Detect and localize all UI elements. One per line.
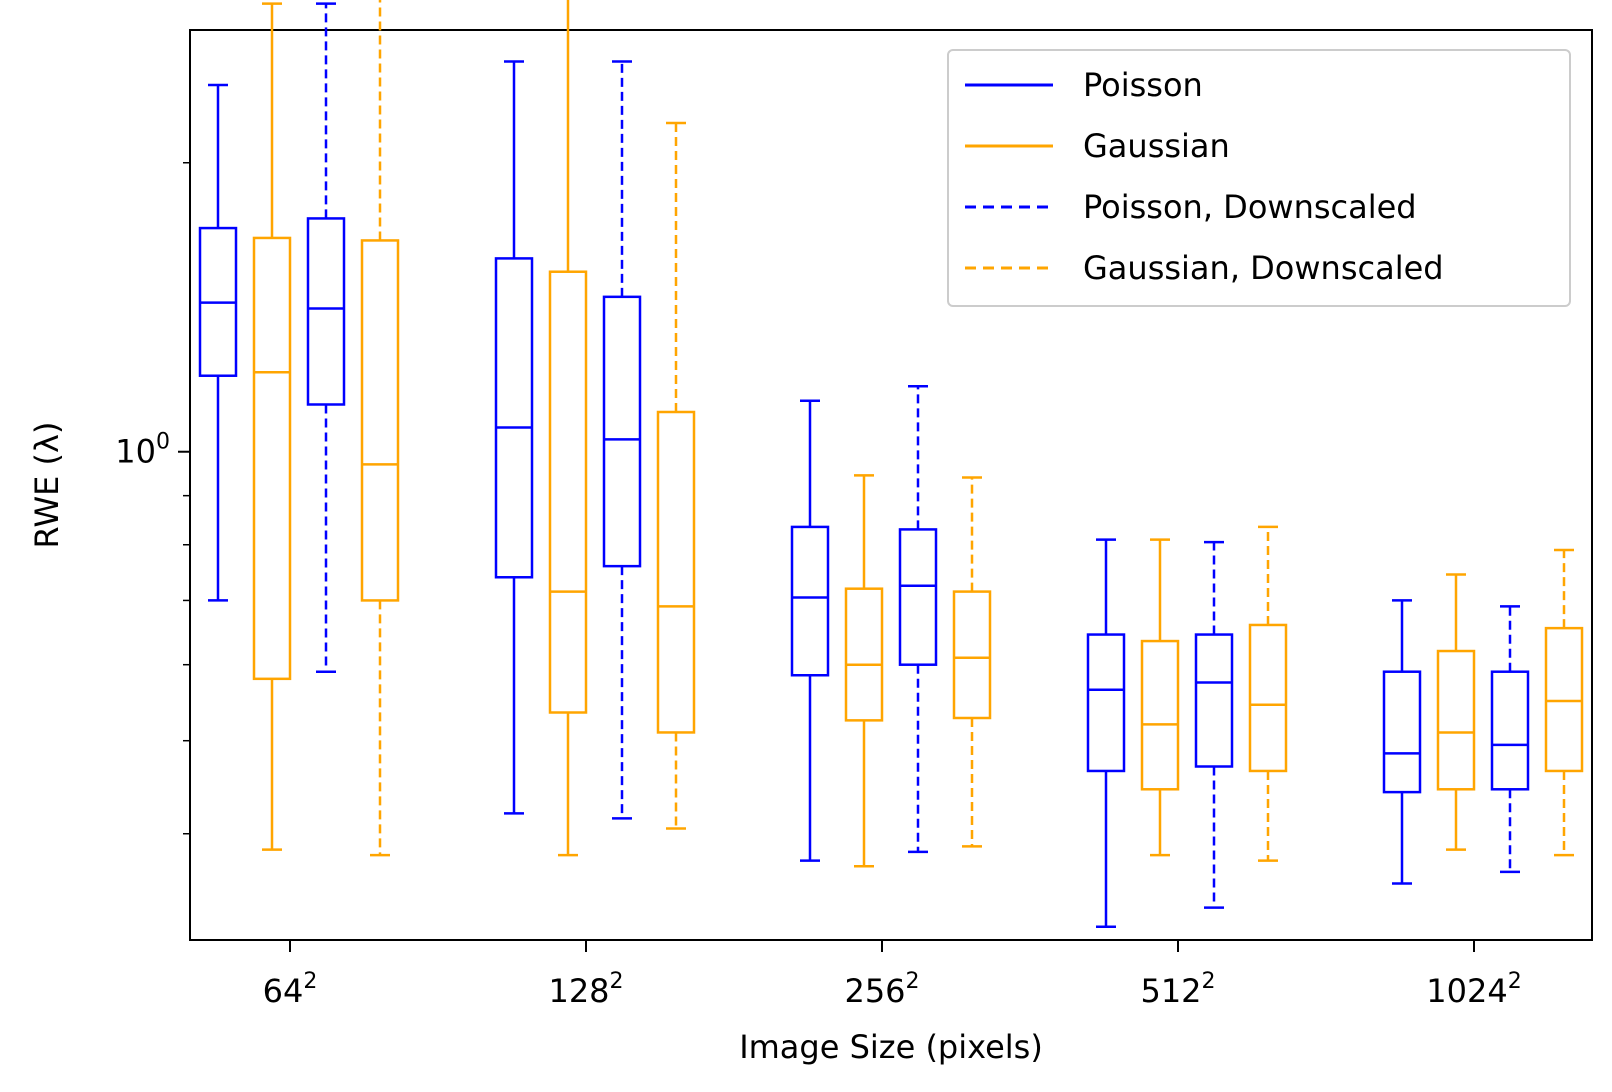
box-0-1 bbox=[494, 60, 534, 815]
x-tick-exp: 2 bbox=[906, 969, 920, 994]
x-ticks bbox=[289, 940, 1475, 952]
box-iqr bbox=[1248, 623, 1288, 773]
x-tick-label: 642 bbox=[263, 969, 318, 1010]
box-1-2 bbox=[844, 474, 884, 868]
y-tick-label: 100 bbox=[115, 430, 170, 471]
box-iqr bbox=[1140, 639, 1180, 791]
x-tick-label: 1282 bbox=[548, 969, 623, 1010]
x-tick-base: 64 bbox=[263, 972, 304, 1010]
box-iqr bbox=[306, 217, 346, 406]
box-iqr bbox=[548, 270, 588, 714]
legend-entry: Poisson bbox=[1083, 66, 1203, 104]
box-3-4 bbox=[1544, 548, 1584, 857]
x-tick-exp: 2 bbox=[303, 969, 317, 994]
y-axis-label: RWE (λ) bbox=[28, 422, 66, 549]
x-tick-base: 128 bbox=[548, 972, 609, 1010]
box-3-1 bbox=[656, 121, 696, 830]
legend-entry: Poisson, Downscaled bbox=[1083, 188, 1417, 226]
box-group bbox=[198, 0, 1584, 929]
legend-entry: Gaussian, Downscaled bbox=[1083, 249, 1444, 287]
box-iqr bbox=[1086, 633, 1126, 773]
box-iqr bbox=[1490, 670, 1530, 791]
box-iqr bbox=[1194, 633, 1234, 768]
box-iqr bbox=[1436, 649, 1476, 791]
box-2-1 bbox=[602, 60, 642, 820]
x-tick-base: 256 bbox=[844, 972, 905, 1010]
x-tick-label: 10242 bbox=[1426, 969, 1521, 1010]
box-iqr bbox=[252, 236, 292, 681]
box-0-0 bbox=[198, 83, 238, 602]
legend: Poisson Gaussian Poisson, Downscaled Gau… bbox=[947, 49, 1571, 307]
y-tick-exp: 0 bbox=[156, 430, 170, 455]
legend-entry: Gaussian bbox=[1083, 127, 1230, 165]
box-iqr bbox=[494, 257, 534, 579]
box-2-3 bbox=[1194, 540, 1234, 909]
x-tick-label: 2562 bbox=[844, 969, 919, 1010]
y-minor-ticks bbox=[183, 162, 190, 835]
plot-area-frame bbox=[189, 29, 1593, 941]
legend-frame bbox=[947, 49, 1571, 307]
box-2-4 bbox=[1490, 605, 1530, 874]
box-3-2 bbox=[952, 476, 992, 848]
box-iqr bbox=[844, 587, 884, 722]
box-iqr bbox=[656, 410, 696, 734]
x-tick-exp: 2 bbox=[1508, 969, 1522, 994]
box-iqr bbox=[602, 295, 642, 568]
box-0-4 bbox=[1382, 599, 1422, 885]
x-tick-exp: 2 bbox=[610, 969, 624, 994]
x-tick-label: 5122 bbox=[1140, 969, 1215, 1010]
box-0-2 bbox=[790, 399, 830, 862]
x-tick-base: 1024 bbox=[1426, 972, 1507, 1010]
box-3-0 bbox=[360, 0, 400, 857]
box-iqr bbox=[790, 525, 830, 677]
box-1-1 bbox=[548, 0, 588, 857]
x-axis-label: Image Size (pixels) bbox=[739, 1028, 1043, 1066]
box-iqr bbox=[360, 239, 400, 602]
box-1-3 bbox=[1140, 538, 1180, 857]
box-1-4 bbox=[1436, 573, 1476, 851]
box-0-3 bbox=[1086, 538, 1126, 929]
x-tick-base: 512 bbox=[1140, 972, 1201, 1010]
box-iqr bbox=[1544, 626, 1584, 773]
x-tick-exp: 2 bbox=[1202, 969, 1216, 994]
box-iqr bbox=[1382, 670, 1422, 794]
box-2-2 bbox=[898, 385, 938, 854]
box-3-3 bbox=[1248, 525, 1288, 862]
box-2-0 bbox=[306, 2, 346, 673]
box-1-0 bbox=[252, 2, 292, 851]
y-tick-base: 10 bbox=[115, 433, 156, 471]
box-iqr bbox=[898, 528, 938, 666]
box-iqr bbox=[952, 590, 992, 720]
